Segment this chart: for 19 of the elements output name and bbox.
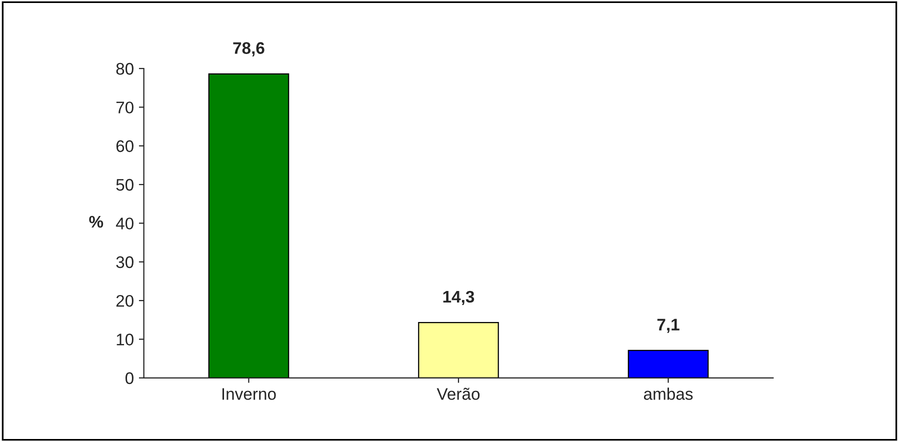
y-tick-label: 40 xyxy=(116,218,134,230)
y-tick-label: 70 xyxy=(116,102,134,114)
y-tick-label: 20 xyxy=(116,294,134,307)
bar xyxy=(418,322,499,378)
y-axis-title: % xyxy=(89,216,104,228)
data-label: 7,1 xyxy=(657,318,680,333)
x-tick-label: Inverno xyxy=(222,388,276,400)
y-tick-label: 60 xyxy=(116,140,134,152)
y-tick-label: 10 xyxy=(116,334,134,346)
y-tick-label: 50 xyxy=(116,178,134,191)
y-tick-label: 30 xyxy=(116,256,134,268)
y-tick-label: 0 xyxy=(126,372,134,384)
bar xyxy=(208,73,290,378)
x-tick-label: ambas xyxy=(644,388,693,400)
data-label: 14,3 xyxy=(443,290,474,306)
data-label: 78,6 xyxy=(233,42,264,56)
bar xyxy=(628,350,709,378)
x-tick-label: Verão xyxy=(436,388,480,400)
y-tick-label: 80 xyxy=(116,62,134,75)
